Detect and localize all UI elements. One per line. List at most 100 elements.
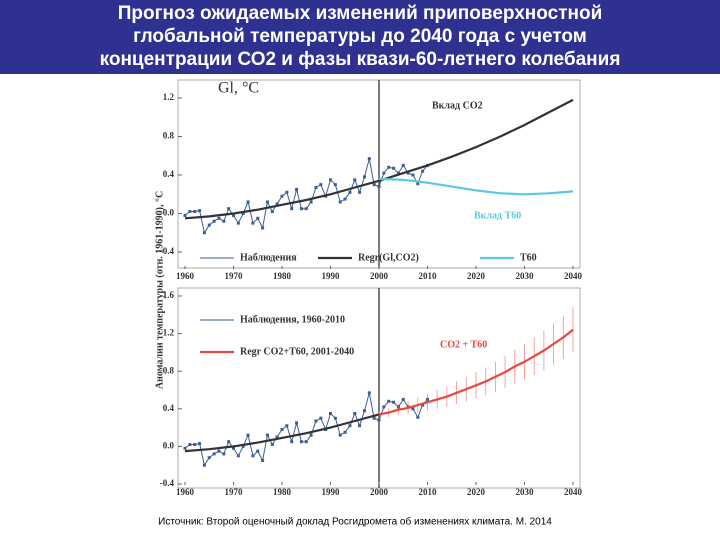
data-point xyxy=(416,182,420,186)
data-point xyxy=(256,449,260,453)
y-tick-label: 0.8 xyxy=(163,131,175,141)
data-point xyxy=(309,200,313,204)
data-point xyxy=(232,213,235,217)
data-point xyxy=(246,200,250,204)
data-point xyxy=(299,207,303,211)
x-tick-label: 2020 xyxy=(467,487,486,497)
data-point xyxy=(396,171,400,175)
data-point xyxy=(270,210,274,214)
data-point xyxy=(319,416,323,420)
data-point xyxy=(401,397,405,401)
data-point xyxy=(295,187,299,191)
legend-label: T60 xyxy=(520,252,537,263)
data-point xyxy=(270,443,274,447)
x-tick-label: 1980 xyxy=(273,271,292,281)
data-point xyxy=(188,210,192,214)
source: Источник: Второй оценочный доклад Росгид… xyxy=(158,516,552,528)
data-point xyxy=(333,183,337,187)
data-point xyxy=(246,433,250,437)
x-tick-label: 1960 xyxy=(176,271,195,281)
series-line xyxy=(184,413,380,453)
data-point xyxy=(314,186,318,190)
data-point xyxy=(353,178,357,182)
data-point xyxy=(377,418,381,422)
data-point xyxy=(406,171,410,175)
data-point xyxy=(275,202,279,206)
data-point xyxy=(217,449,221,453)
series-line xyxy=(184,158,428,235)
data-point xyxy=(256,216,260,220)
data-point xyxy=(202,463,206,467)
data-point xyxy=(411,407,415,411)
x-tick-label: 1990 xyxy=(322,487,341,497)
x-tick-label: 1980 xyxy=(273,487,292,497)
legend-label: Наблюдения, 1960-2010 xyxy=(240,314,345,325)
data-point xyxy=(251,221,255,225)
data-point xyxy=(343,197,347,201)
data-point xyxy=(285,424,289,428)
data-point xyxy=(280,427,284,431)
data-point xyxy=(198,442,202,446)
x-tick-label: 1960 xyxy=(176,487,195,497)
data-point xyxy=(299,440,303,444)
data-point xyxy=(275,435,279,439)
x-tick-label: 1970 xyxy=(225,487,244,497)
data-point xyxy=(241,444,245,448)
data-point xyxy=(372,416,376,420)
data-point xyxy=(217,216,221,220)
data-point xyxy=(367,391,371,395)
data-point xyxy=(353,412,357,415)
data-point xyxy=(382,405,386,409)
x-tick-label: 2040 xyxy=(564,271,583,281)
data-point xyxy=(261,226,265,230)
x-tick-label: 2010 xyxy=(419,271,438,281)
series-line xyxy=(184,392,428,467)
data-point xyxy=(261,459,265,462)
legend-label: Regr(Gl,CO2) xyxy=(358,252,419,263)
data-point xyxy=(392,166,396,170)
data-point xyxy=(338,433,342,437)
y-tick-label: 0.4 xyxy=(163,403,175,413)
series-line xyxy=(184,98,574,220)
data-point xyxy=(290,440,294,444)
data-point xyxy=(314,419,318,423)
x-tick-label: 2040 xyxy=(564,487,583,497)
data-point xyxy=(236,221,240,225)
y-tick-label: 0.0 xyxy=(163,208,175,218)
data-point xyxy=(358,190,362,194)
y-tick-label: -0.4 xyxy=(160,478,175,488)
data-point xyxy=(309,433,313,437)
data-point xyxy=(207,456,211,460)
data-point xyxy=(285,190,289,194)
data-point xyxy=(348,424,352,428)
legend-label: Regr CO2+T60, 2001-2040 xyxy=(240,346,354,357)
annotation: Вклад T60 xyxy=(474,210,521,221)
data-point xyxy=(183,446,187,450)
data-point xyxy=(387,165,391,169)
y-tick-label: 0.8 xyxy=(163,365,175,375)
data-point xyxy=(343,430,347,434)
data-point xyxy=(183,213,187,217)
y-axis-label: Аномалии температуры (отн. 1961-1990), °… xyxy=(154,191,165,389)
x-tick-label: 2030 xyxy=(516,487,535,497)
data-point xyxy=(222,219,226,223)
data-point xyxy=(329,178,332,182)
data-point xyxy=(338,200,342,204)
y-tick-label: 1.2 xyxy=(163,328,175,338)
title-band xyxy=(0,0,720,74)
data-point xyxy=(202,231,206,235)
data-point xyxy=(295,421,299,425)
data-point xyxy=(198,209,202,213)
y-tick-label: 0.4 xyxy=(163,169,175,179)
data-point xyxy=(392,400,396,404)
data-point xyxy=(290,207,294,211)
y-tick-label: 1.2 xyxy=(163,92,175,102)
data-point xyxy=(304,440,308,444)
x-tick-label: 2000 xyxy=(370,271,389,281)
data-point xyxy=(232,446,235,450)
series-line xyxy=(378,177,574,196)
data-point xyxy=(382,171,386,175)
y-tick-label: -0.4 xyxy=(160,246,175,256)
